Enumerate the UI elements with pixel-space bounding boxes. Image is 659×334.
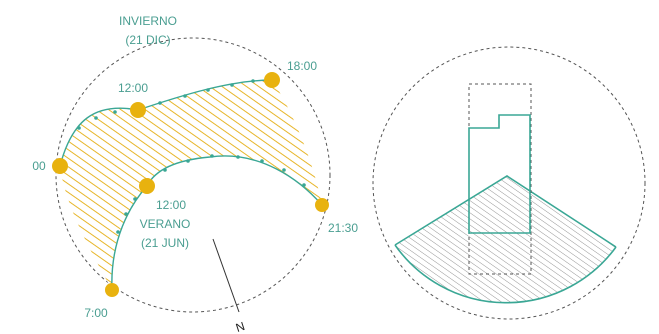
time-label-summer-noon: 12:00 [156, 198, 186, 212]
time-label-winter-evening: 18:00 [287, 59, 317, 73]
building-footprint [468, 114, 531, 234]
time-label-winter-sunrise: 00 [32, 159, 46, 173]
summer-sun-path [111, 155, 323, 291]
winter-label-line1: INVIERNO [119, 14, 177, 28]
time-label-winter-noon: 12:00 [118, 81, 148, 95]
sun-exposure-outline [394, 175, 617, 248]
site-circle [372, 46, 646, 320]
sun-marker-winter-sunrise [52, 158, 68, 174]
sun-exposure-arc [394, 244, 617, 304]
path-dots [77, 79, 306, 234]
sun-marker-winter-evening [264, 72, 280, 88]
sun-exposure-sector [395, 176, 616, 303]
summer-label-line2: (21 JUN) [141, 236, 189, 250]
horizon-circle [55, 37, 331, 313]
time-label-summer-sunset: 21:30 [328, 221, 358, 235]
sun-marker-summer-sunrise [105, 283, 119, 297]
time-label-summer-sunrise: 7:00 [84, 306, 108, 320]
north-line [212, 238, 240, 313]
sun-marker-summer-sunset [315, 198, 329, 212]
sun-marker-winter-noon [130, 102, 146, 118]
north-label: N [234, 319, 247, 334]
sun-marker-summer-noon [139, 178, 155, 194]
winter-label-line2: (21 DIC) [125, 33, 170, 47]
summer-label-line1: VERANO [140, 217, 191, 231]
sun-path-band [60, 80, 322, 290]
